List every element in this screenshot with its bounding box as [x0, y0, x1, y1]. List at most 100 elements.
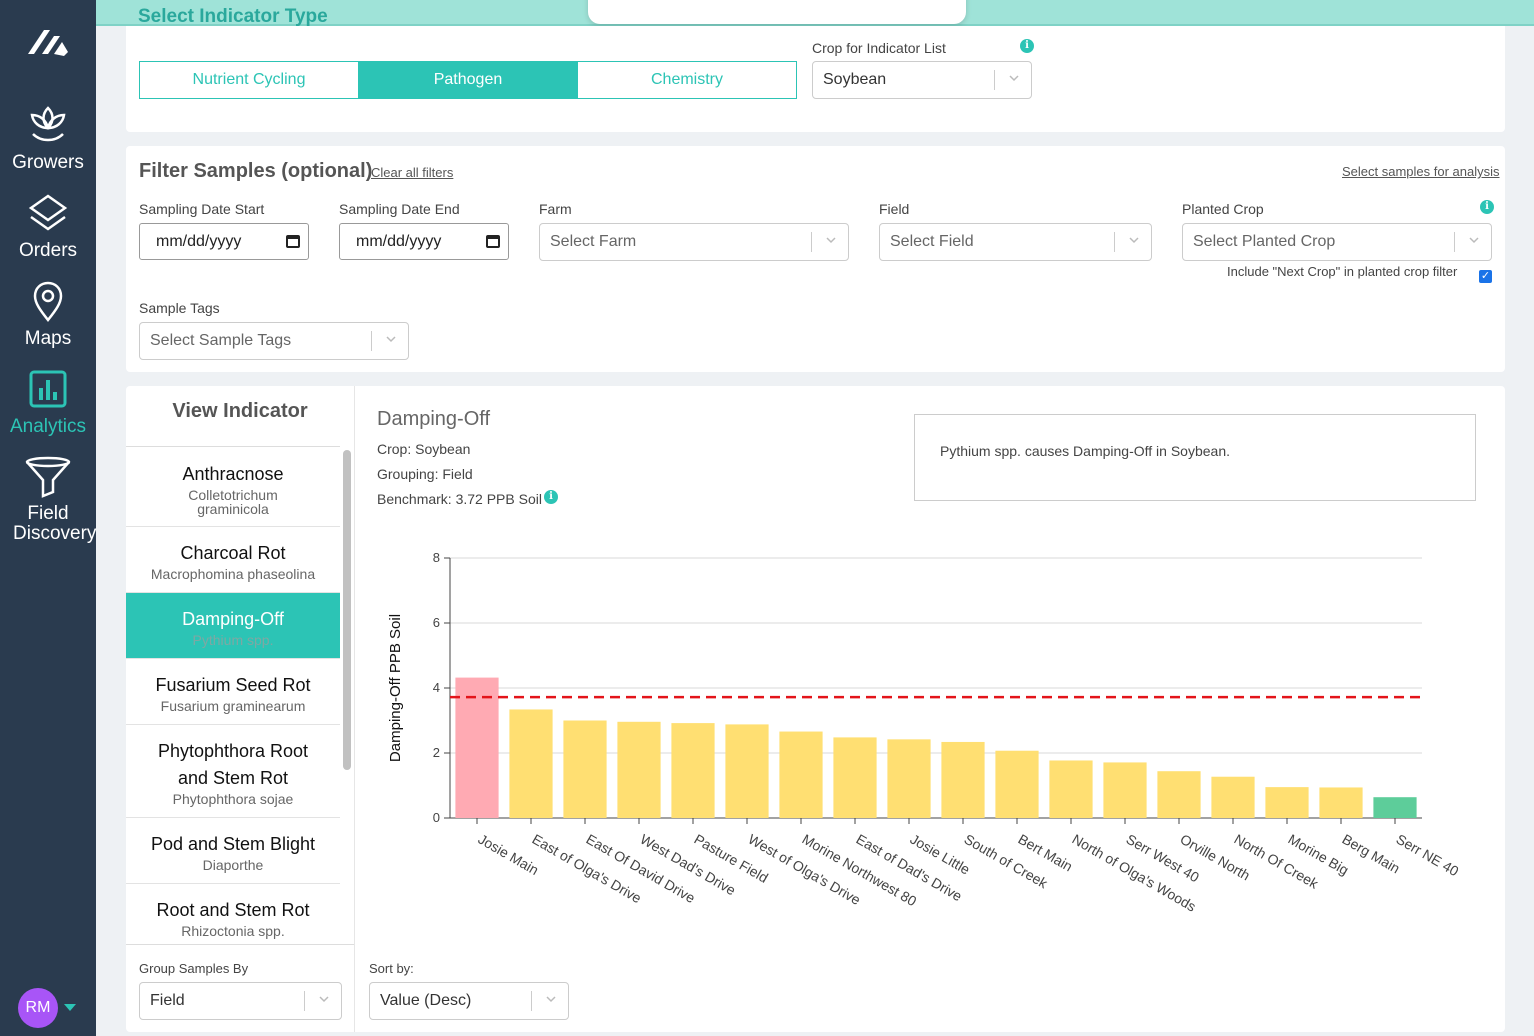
nav-orders[interactable]: Orders — [0, 192, 96, 262]
nav-growers-label: Growers — [12, 152, 84, 173]
sort-by-label: Sort by: — [369, 961, 414, 976]
list-item-fusarium-seed-rot[interactable]: Fusarium Seed Rot Fusarium graminearum — [126, 659, 340, 725]
chevron-down-icon — [826, 237, 836, 244]
y-axis-label: Damping-Off PPB Soil — [387, 614, 404, 762]
chevron-down-icon — [319, 996, 329, 1003]
chart-bar — [779, 731, 823, 818]
nav-analytics[interactable]: Analytics — [0, 368, 96, 438]
date-end-label: Sampling Date End — [339, 201, 460, 217]
select-separator — [371, 331, 372, 351]
list-item-anthracnose[interactable]: Anthracnose Colletotrichum graminicola — [126, 447, 340, 527]
list-item-sci: Fusarium graminearum — [160, 698, 306, 714]
nav-growers[interactable]: Growers — [0, 104, 96, 174]
chart-bar — [1103, 762, 1147, 818]
field-label: Field — [879, 201, 910, 217]
chart-bar — [1211, 776, 1255, 818]
list-item-name: Root and Stem Rot — [156, 900, 310, 920]
sample-tags-select[interactable]: Select Sample Tags — [139, 322, 409, 360]
chevron-down-icon — [1009, 75, 1019, 82]
user-avatar[interactable]: RM — [18, 988, 58, 1028]
chart-bar — [671, 723, 715, 818]
list-item-root-stem-rot[interactable]: Root and Stem Rot Rhizoctonia spp. — [126, 884, 340, 943]
crop-select[interactable]: Soybean — [812, 61, 1032, 99]
chart-bar — [617, 721, 661, 818]
layers-icon — [28, 194, 68, 231]
calendar-icon[interactable] — [286, 235, 300, 248]
date-end-value: mm/dd/yyyy — [356, 233, 442, 250]
chart-bar — [833, 737, 877, 818]
nav-maps[interactable]: Maps — [0, 280, 96, 350]
tab-pathogen[interactable]: Pathogen — [358, 61, 578, 99]
list-item-name: Pod and Stem Blight — [150, 834, 316, 854]
list-item-name: Damping-Off — [182, 609, 284, 629]
chevron-down-icon — [1469, 237, 1479, 244]
clear-filters-link[interactable]: Clear all filters — [371, 165, 454, 180]
map-pin-icon — [33, 281, 63, 323]
list-item-sci: Macrophomina phaseolina — [150, 566, 316, 582]
chart-bar — [1265, 787, 1309, 818]
list-item-name: Charcoal Rot — [180, 543, 286, 563]
select-separator — [531, 991, 532, 1011]
farm-placeholder: Select Farm — [550, 233, 637, 250]
list-scrollbar[interactable] — [343, 450, 351, 770]
field-placeholder: Select Field — [890, 233, 974, 250]
planted-crop-placeholder: Select Planted Crop — [1193, 233, 1336, 250]
y-tick-label: 2 — [433, 745, 440, 760]
select-samples-link[interactable]: Select samples for analysis — [1342, 164, 1500, 179]
nav-field-discovery-label: Field Discovery — [13, 503, 97, 544]
panel-divider — [354, 386, 355, 1032]
calendar-icon[interactable] — [486, 235, 500, 248]
chart-bar — [509, 709, 553, 818]
list-item-sci: Phytophthora sojae — [172, 791, 294, 807]
chart-bar — [455, 677, 499, 818]
y-tick-label: 8 — [433, 550, 440, 565]
list-item-pod-stem-blight[interactable]: Pod and Stem Blight Diaporthe — [126, 818, 340, 884]
list-item-sci: Colletotrichum graminicola — [188, 487, 278, 517]
group-by-select[interactable]: Field — [139, 982, 342, 1020]
chart-bar — [887, 739, 931, 818]
chart-bar — [725, 724, 769, 818]
nav-field-discovery[interactable]: Field Discovery — [0, 456, 96, 544]
info-icon[interactable]: i — [1480, 200, 1494, 214]
date-start-label: Sampling Date Start — [139, 201, 265, 217]
date-end-input[interactable]: mm/dd/yyyy — [339, 223, 509, 260]
list-divider — [126, 944, 354, 945]
list-item-sci: Diaporthe — [202, 857, 264, 873]
tab-nutrient-cycling[interactable]: Nutrient Cycling — [139, 61, 359, 99]
app-logo-icon[interactable] — [24, 22, 70, 62]
x-tick-label: Serr NE 40 — [1394, 831, 1462, 880]
caret-down-icon[interactable] — [64, 1004, 76, 1011]
list-item-name: Phytophthora Root and Stem Rot — [157, 741, 309, 788]
nav-analytics-label: Analytics — [9, 416, 87, 437]
chart-bar — [1049, 760, 1093, 818]
sort-by-select[interactable]: Value (Desc) — [369, 982, 569, 1020]
list-item-damping-off[interactable]: Damping-Off Pythium spp. — [126, 593, 340, 659]
info-icon[interactable]: i — [1020, 39, 1034, 53]
list-item-sci: Rhizoctonia spp. — [181, 923, 285, 939]
top-popup — [588, 0, 966, 24]
next-crop-label: Include "Next Crop" in planted crop filt… — [1227, 264, 1458, 279]
planted-crop-label: Planted Crop — [1182, 201, 1264, 217]
chart-bar — [995, 750, 1039, 818]
list-item-charcoal-rot[interactable]: Charcoal Rot Macrophomina phaseolina — [126, 527, 340, 593]
field-select[interactable]: Select Field — [879, 223, 1152, 261]
planted-crop-select[interactable]: Select Planted Crop — [1182, 223, 1492, 261]
indicator-type-title: Select Indicator Type — [138, 6, 328, 27]
select-separator — [1454, 232, 1455, 252]
list-item-phytophthora[interactable]: Phytophthora Root and Stem Rot Phytophth… — [126, 725, 340, 818]
farm-select[interactable]: Select Farm — [539, 223, 849, 261]
chart-bar — [1373, 797, 1417, 818]
tab-chemistry[interactable]: Chemistry — [577, 61, 797, 99]
select-separator — [1114, 232, 1115, 252]
next-crop-checkbox[interactable]: ✓ — [1479, 270, 1492, 283]
info-icon[interactable]: i — [544, 490, 558, 504]
group-by-label: Group Samples By — [139, 961, 249, 976]
farm-label: Farm — [539, 201, 572, 217]
date-start-input[interactable]: mm/dd/yyyy — [139, 223, 309, 260]
chevron-down-icon — [546, 996, 556, 1003]
detail-grouping: Grouping: Field — [377, 466, 473, 482]
sidebar: Growers Orders Maps Analytics Field Disc… — [0, 0, 96, 1036]
chart-bar — [1157, 771, 1201, 818]
list-item-name: Fusarium Seed Rot — [155, 675, 311, 695]
